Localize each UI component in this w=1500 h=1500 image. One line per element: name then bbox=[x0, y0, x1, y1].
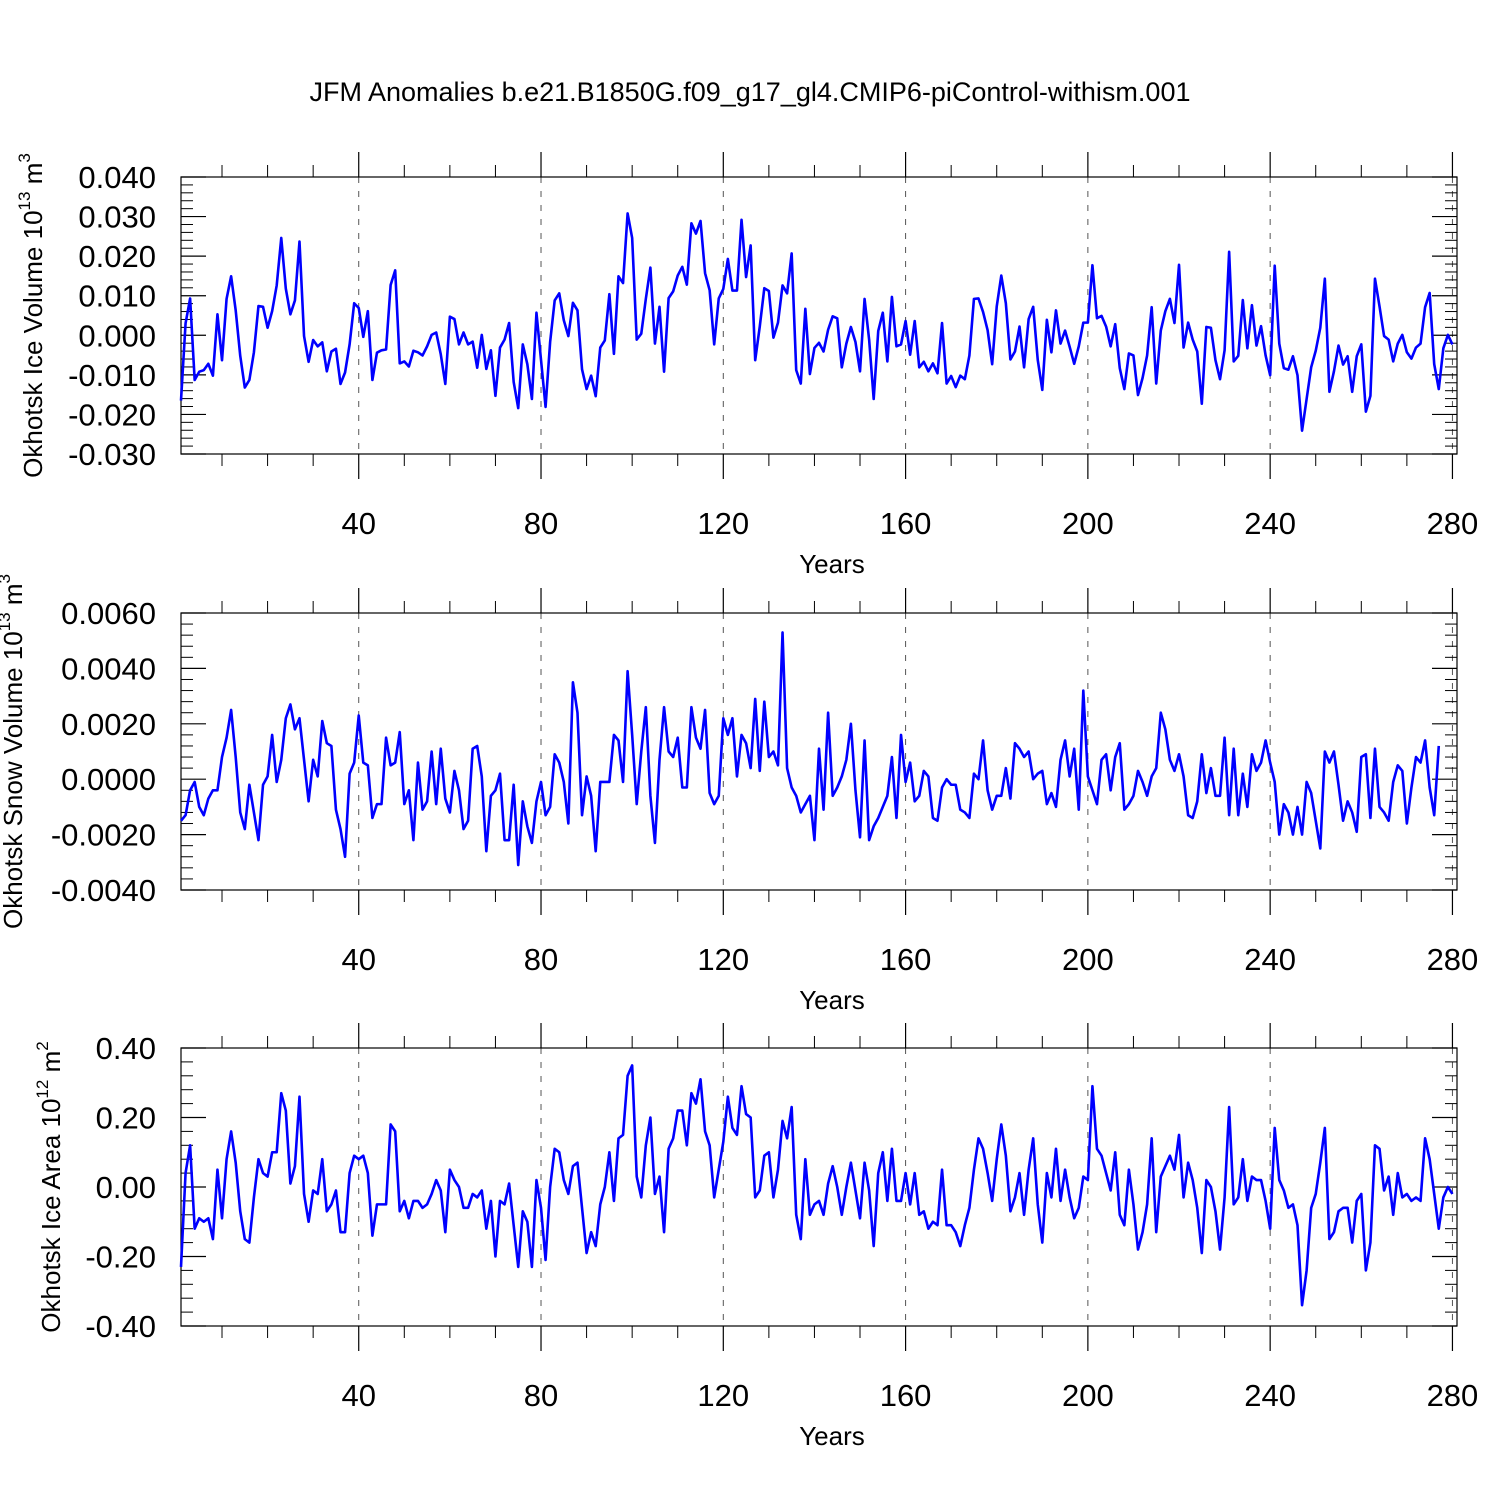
x-tick-label: 40 bbox=[341, 942, 375, 977]
x-tick-label: 120 bbox=[697, 942, 749, 977]
y-tick-label: 0.00 bbox=[96, 1170, 156, 1205]
x-tick-label: 80 bbox=[524, 942, 558, 977]
x-tick-label: 200 bbox=[1062, 942, 1114, 977]
y-tick-label: -0.40 bbox=[85, 1309, 156, 1344]
y-tick-label: -0.020 bbox=[68, 397, 156, 432]
y-axis-label-part: Okhotsk Ice Volume 10 bbox=[18, 210, 48, 477]
y-tick-label: -0.20 bbox=[85, 1240, 156, 1275]
y-tick-label: -0.030 bbox=[68, 437, 156, 472]
y-axis-label-part: m bbox=[18, 163, 48, 192]
figure-title: JFM Anomalies b.e21.B1850G.f09_g17_gl4.C… bbox=[310, 77, 1191, 107]
x-tick-label: 120 bbox=[697, 1378, 749, 1413]
y-tick-label: 0.40 bbox=[96, 1031, 156, 1066]
x-tick-label: 80 bbox=[524, 506, 558, 541]
y-tick-label: 0.20 bbox=[96, 1101, 156, 1136]
x-tick-label: 160 bbox=[880, 1378, 932, 1413]
y-tick-label: 0.030 bbox=[78, 200, 156, 235]
x-tick-label: 280 bbox=[1427, 1378, 1479, 1413]
y-axis-label: Okhotsk Snow Volume 1013 m3 bbox=[0, 574, 28, 929]
chart-panel-1: 40 80 120 160 200 240 280 Years 0.040 0.030 0.020 0… bbox=[15, 152, 1478, 579]
panels: 40 80 120 160 200 240 280Years0.0400.0300.0200… bbox=[0, 152, 1478, 1451]
y-axis-label-part: m bbox=[36, 1051, 66, 1080]
y-axis-label-exponent: 3 bbox=[15, 153, 34, 162]
x-tick-label: 120 bbox=[697, 506, 749, 541]
y-tick-label: 0.0000 bbox=[61, 762, 156, 797]
x-tick-label: 280 bbox=[1427, 942, 1479, 977]
x-tick-label: 80 bbox=[524, 1378, 558, 1413]
y-axis-label: Okhotsk Ice Volume 1013 m3 bbox=[15, 153, 48, 478]
plot-frame bbox=[180, 1047, 1458, 1327]
x-tick-label: 280 bbox=[1427, 506, 1479, 541]
x-tick-label: 240 bbox=[1244, 942, 1296, 977]
y-axis-label-exponent: 3 bbox=[0, 574, 14, 583]
plot-frame bbox=[180, 176, 1458, 455]
y-tick-label: 0.0040 bbox=[61, 651, 156, 686]
y-axis-label-part: Okhotsk Ice Area 10 bbox=[36, 1099, 66, 1333]
x-tick-label: 200 bbox=[1062, 506, 1114, 541]
data-series-line bbox=[179, 212, 1454, 432]
x-tick-label: 240 bbox=[1244, 1378, 1296, 1413]
x-tick-label: 40 bbox=[341, 506, 375, 541]
y-tick-label: -0.010 bbox=[68, 358, 156, 393]
y-tick-label: 0.0060 bbox=[61, 596, 156, 631]
y-tick-label: -0.0020 bbox=[51, 818, 156, 853]
x-tick-label: 200 bbox=[1062, 1378, 1114, 1413]
y-axis-label-part: m bbox=[0, 583, 28, 612]
y-tick-label: -0.0040 bbox=[51, 873, 156, 908]
x-axis-label: Years bbox=[799, 549, 865, 579]
chart-panel-3: 40 80 120 160 200 240 280 Years 0.40 0.20 0.00 -0.2… bbox=[33, 1023, 1478, 1451]
y-tick-label: 0.000 bbox=[78, 318, 156, 353]
x-tick-label: 40 bbox=[341, 1378, 375, 1413]
x-tick-label: 160 bbox=[880, 942, 932, 977]
y-axis-label: Okhotsk Ice Area 1012 m2 bbox=[33, 1041, 66, 1332]
y-tick-label: 0.010 bbox=[78, 279, 156, 314]
y-tick-label: 0.0020 bbox=[61, 707, 156, 742]
x-tick-label: 160 bbox=[880, 506, 932, 541]
x-tick-label: 240 bbox=[1244, 506, 1296, 541]
y-tick-label: 0.020 bbox=[78, 239, 156, 274]
x-axis-label: Years bbox=[799, 1421, 865, 1451]
x-axis-label: Years bbox=[799, 985, 865, 1015]
data-series-line bbox=[179, 631, 1441, 867]
y-tick-label: 0.040 bbox=[78, 160, 156, 195]
data-series-line bbox=[179, 1064, 1454, 1307]
plot-frame bbox=[180, 612, 1458, 891]
y-axis-label-part: Okhotsk Snow Volume 10 bbox=[0, 631, 28, 929]
y-axis-label-exponent: 13 bbox=[15, 192, 34, 211]
chart-panel-2: 40 80 120 160 200 240 280 Years 0.0060 0.0040 0.00… bbox=[0, 574, 1478, 1015]
y-axis-label-exponent: 13 bbox=[0, 612, 14, 631]
y-axis-label-exponent: 12 bbox=[33, 1080, 52, 1099]
y-axis-label-exponent: 2 bbox=[33, 1041, 52, 1050]
